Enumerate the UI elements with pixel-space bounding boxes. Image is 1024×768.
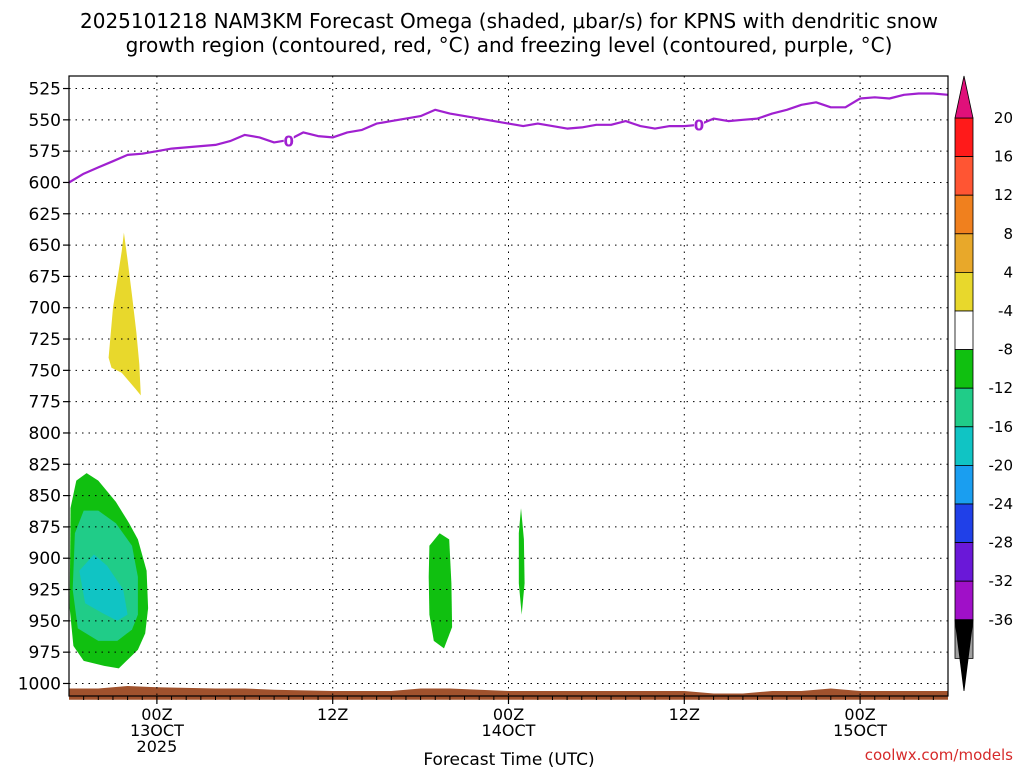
y-tick-label-650: 650 — [29, 236, 61, 256]
y-tick-label-950: 950 — [29, 612, 61, 632]
colorbar-box-1 — [954, 156, 974, 196]
colorbar-label-0: 20 — [994, 109, 1013, 127]
x-tick-label-60-0: 12Z — [669, 705, 700, 724]
y-tick-label-700: 700 — [29, 299, 61, 319]
colorbar-box-7 — [954, 387, 974, 428]
freezing-level-label-0: 0 — [284, 133, 294, 151]
colorbar-label-4: 4 — [1003, 263, 1013, 281]
y-tick-label-825: 825 — [29, 455, 61, 475]
x-tick-label-24-0: 00Z — [141, 705, 172, 724]
x-tick-label-48-0: 00Z — [493, 705, 524, 724]
colorbar-label-11: -28 — [989, 534, 1014, 552]
colorbar-box-2 — [954, 194, 974, 235]
dotted-grid — [69, 76, 948, 696]
omega-region-4 — [428, 533, 453, 649]
plot-area: 00 — [68, 75, 949, 700]
y-tick-label-600: 600 — [29, 173, 61, 193]
y-tick-label-800: 800 — [29, 424, 61, 444]
colorbar-top-arrow — [954, 75, 974, 119]
colorbar-label-10: -24 — [989, 495, 1014, 513]
colorbar-label-7: -12 — [989, 379, 1014, 397]
chart-title-line1: 2025101218 NAM3KM Forecast Omega (shaded… — [80, 9, 938, 33]
x-tick-label-72-1: 15OCT — [833, 721, 887, 740]
y-tick-label-725: 725 — [29, 330, 61, 350]
y-tick-label-550: 550 — [29, 111, 61, 131]
y-tick-label-525: 525 — [29, 80, 61, 100]
colorbar-box-8 — [954, 426, 974, 466]
y-tick-label-850: 850 — [29, 487, 61, 507]
colorbar-box-6 — [954, 349, 974, 389]
colorbar-box-4 — [954, 271, 974, 312]
y-tick-label-900: 900 — [29, 549, 61, 569]
x-tick-label-24-2: 2025 — [137, 737, 178, 756]
y-tick-label-1000: 1000 — [18, 674, 61, 694]
colorbar-label-6: -8 — [998, 341, 1013, 359]
colorbar-box-12 — [954, 580, 974, 621]
y-tick-label-975: 975 — [29, 643, 61, 663]
colorbar: 20 16 12 8 4 -4 -8 -12 -16 -20 -24 -28 -32 -36 — [954, 75, 1014, 692]
y-axis: 525 550 575 600 625 650 675 700 725 750 775 800 825 8… — [18, 80, 69, 694]
y-tick-label-875: 875 — [29, 518, 61, 538]
y-tick-label-575: 575 — [29, 142, 61, 162]
x-tick-label-72-0: 00Z — [844, 705, 875, 724]
y-tick-label-925: 925 — [29, 581, 61, 601]
x-tick-label-36-0: 12Z — [317, 705, 348, 724]
freezing-level-contour: 00 — [68, 92, 949, 184]
colorbar-label-8: -16 — [989, 418, 1014, 436]
colorbar-label-13: -36 — [989, 611, 1014, 629]
chart-title-line2: growth region (contoured, red, °C) and f… — [126, 33, 893, 57]
x-tick-label-24-1: 13OCT — [130, 721, 184, 740]
colorbar-label-12: -32 — [989, 572, 1014, 590]
colorbar-label-1: 16 — [994, 148, 1013, 166]
omega-region-3 — [79, 554, 128, 621]
y-tick-label-675: 675 — [29, 267, 61, 287]
colorbar-box-10 — [954, 503, 974, 543]
omega-region-5 — [518, 508, 525, 615]
y-tick-label-775: 775 — [29, 393, 61, 413]
freezing-label-bg-0 — [283, 133, 294, 150]
colorbar-box-9 — [954, 464, 974, 505]
colorbar-bottom-arrow — [954, 619, 974, 692]
colorbar-box-0 — [954, 117, 974, 157]
omega-shading — [69, 232, 525, 669]
colorbar-label-5: -4 — [998, 302, 1013, 320]
colorbar-label-9: -20 — [989, 456, 1014, 474]
credit-text: coolwx.com/models — [865, 746, 1013, 764]
colorbar-label-2: 12 — [994, 186, 1013, 204]
colorbar-label-3: 8 — [1003, 225, 1013, 243]
x-tick-label-48-1: 14OCT — [482, 721, 536, 740]
freezing-level-label-1: 0 — [694, 116, 704, 134]
colorbar-box-3 — [954, 233, 974, 273]
colorbar-box-5 — [954, 310, 974, 350]
freezing-label-bg-1 — [693, 116, 704, 133]
y-tick-label-625: 625 — [29, 205, 61, 225]
x-axis-label: Forecast Time (UTC) — [423, 750, 594, 768]
omega-region-0 — [108, 232, 141, 396]
y-tick-label-750: 750 — [29, 361, 61, 381]
colorbar-box-11 — [954, 542, 974, 582]
freezing-level-line — [68, 92, 949, 184]
